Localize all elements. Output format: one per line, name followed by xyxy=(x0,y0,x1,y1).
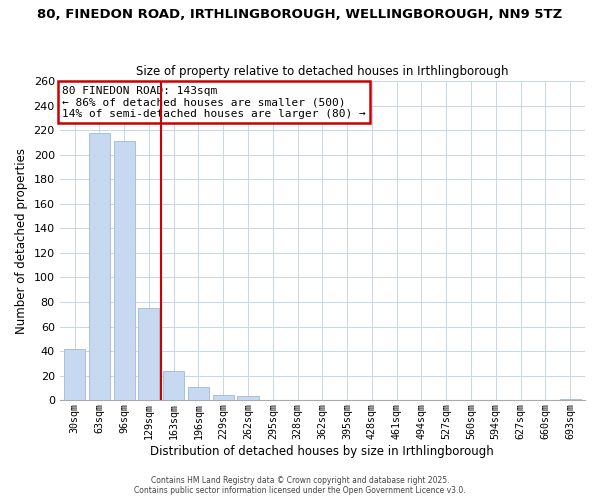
Bar xyxy=(64,348,85,400)
Bar xyxy=(238,396,259,400)
Y-axis label: Number of detached properties: Number of detached properties xyxy=(15,148,28,334)
Bar xyxy=(89,132,110,400)
Bar xyxy=(113,141,134,400)
Bar xyxy=(139,308,160,400)
Title: Size of property relative to detached houses in Irthlingborough: Size of property relative to detached ho… xyxy=(136,66,509,78)
Bar xyxy=(560,399,581,400)
Text: 80 FINEDON ROAD: 143sqm
← 86% of detached houses are smaller (500)
14% of semi-d: 80 FINEDON ROAD: 143sqm ← 86% of detache… xyxy=(62,86,366,119)
Text: 80, FINEDON ROAD, IRTHLINGBOROUGH, WELLINGBOROUGH, NN9 5TZ: 80, FINEDON ROAD, IRTHLINGBOROUGH, WELLI… xyxy=(37,8,563,20)
Bar xyxy=(188,386,209,400)
Text: Contains HM Land Registry data © Crown copyright and database right 2025.
Contai: Contains HM Land Registry data © Crown c… xyxy=(134,476,466,495)
Bar xyxy=(212,396,234,400)
Bar xyxy=(163,370,184,400)
X-axis label: Distribution of detached houses by size in Irthlingborough: Distribution of detached houses by size … xyxy=(151,444,494,458)
